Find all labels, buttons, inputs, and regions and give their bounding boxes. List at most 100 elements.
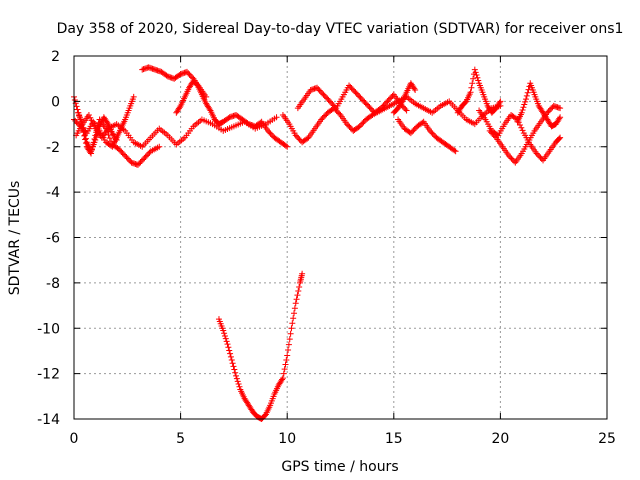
data-point [360, 97, 367, 104]
data-point [314, 84, 321, 91]
data-point [94, 128, 101, 135]
data-point [505, 152, 512, 159]
data-point [230, 363, 237, 370]
data-point [294, 133, 301, 140]
data-point [104, 119, 111, 126]
y-tick-label: 2 [51, 49, 60, 65]
data-point [361, 98, 368, 105]
data-point [266, 129, 273, 136]
data-point [137, 159, 144, 166]
data-point [536, 153, 543, 160]
data-point [117, 147, 124, 154]
data-point [291, 310, 298, 317]
data-point [185, 70, 192, 77]
data-point [293, 296, 300, 303]
series-arc-l [454, 66, 504, 116]
data-point [315, 86, 322, 93]
series-arc-h [294, 82, 410, 116]
data-point [486, 127, 493, 134]
data-point [299, 270, 306, 277]
data-point [323, 94, 330, 101]
data-point [282, 142, 289, 149]
data-point [231, 366, 238, 373]
data-point [557, 134, 564, 141]
data-point [411, 85, 418, 92]
data-point [384, 98, 391, 105]
data-point [88, 117, 95, 124]
data-point [221, 332, 228, 339]
data-point [183, 68, 190, 75]
data-point [74, 106, 81, 113]
chart-title: Day 358 of 2020, Sidereal Day-to-day VTE… [57, 21, 624, 37]
grid-layer [74, 56, 607, 419]
data-point [329, 101, 336, 108]
data-point [473, 72, 480, 79]
data-point [365, 102, 372, 109]
data-point [289, 320, 296, 327]
series-arc-p [75, 109, 120, 155]
data-point [430, 131, 437, 138]
data-point [295, 288, 302, 295]
data-point [287, 330, 294, 337]
data-point [411, 126, 418, 133]
data-point [163, 72, 170, 79]
series-arc-j [395, 116, 459, 155]
data-point [187, 72, 194, 79]
data-point [123, 154, 130, 161]
data-point [72, 117, 79, 124]
data-point [279, 375, 286, 382]
data-point [284, 352, 291, 359]
data-point [176, 72, 183, 79]
data-point [537, 154, 544, 161]
data-point [225, 115, 232, 122]
data-point [71, 97, 78, 104]
data-point [546, 106, 553, 113]
data-point [429, 130, 436, 137]
series-arc-f [215, 270, 306, 422]
data-point [407, 130, 414, 137]
data-point [124, 155, 131, 162]
data-point [334, 109, 341, 116]
y-tick-label: -14 [37, 412, 60, 428]
data-point [412, 87, 419, 94]
x-tick-label: 25 [598, 431, 616, 447]
data-point [470, 75, 477, 82]
data-point [508, 155, 515, 162]
data-point [467, 89, 474, 96]
data-point [545, 108, 552, 115]
data-point [265, 127, 272, 134]
data-point [118, 148, 125, 155]
data-point [235, 381, 242, 388]
data-point [328, 99, 335, 106]
data-point [233, 372, 240, 379]
data-point [94, 131, 101, 138]
y-tick-label: -12 [37, 367, 60, 383]
data-point [385, 97, 392, 104]
data-point [322, 112, 329, 119]
data-point [268, 131, 275, 138]
data-point [490, 131, 497, 138]
data-point [320, 113, 327, 120]
data-point [85, 111, 92, 118]
data-point [346, 123, 353, 130]
series-arc-o [514, 80, 564, 130]
data-point [469, 80, 476, 87]
data-point [472, 69, 479, 76]
data-point [348, 85, 355, 92]
data-point [468, 84, 475, 91]
data-point [280, 370, 287, 377]
data-point [517, 121, 524, 128]
data-point [324, 95, 331, 102]
data-point [524, 89, 531, 96]
data-point [386, 95, 393, 102]
data-point [291, 305, 298, 312]
data-point [402, 106, 409, 113]
data-point [290, 315, 297, 322]
data-point [345, 122, 352, 129]
series-arc-g [279, 105, 376, 146]
data-point [507, 154, 514, 161]
data-point [227, 350, 234, 357]
data-point [556, 135, 563, 142]
data-point [326, 98, 333, 105]
